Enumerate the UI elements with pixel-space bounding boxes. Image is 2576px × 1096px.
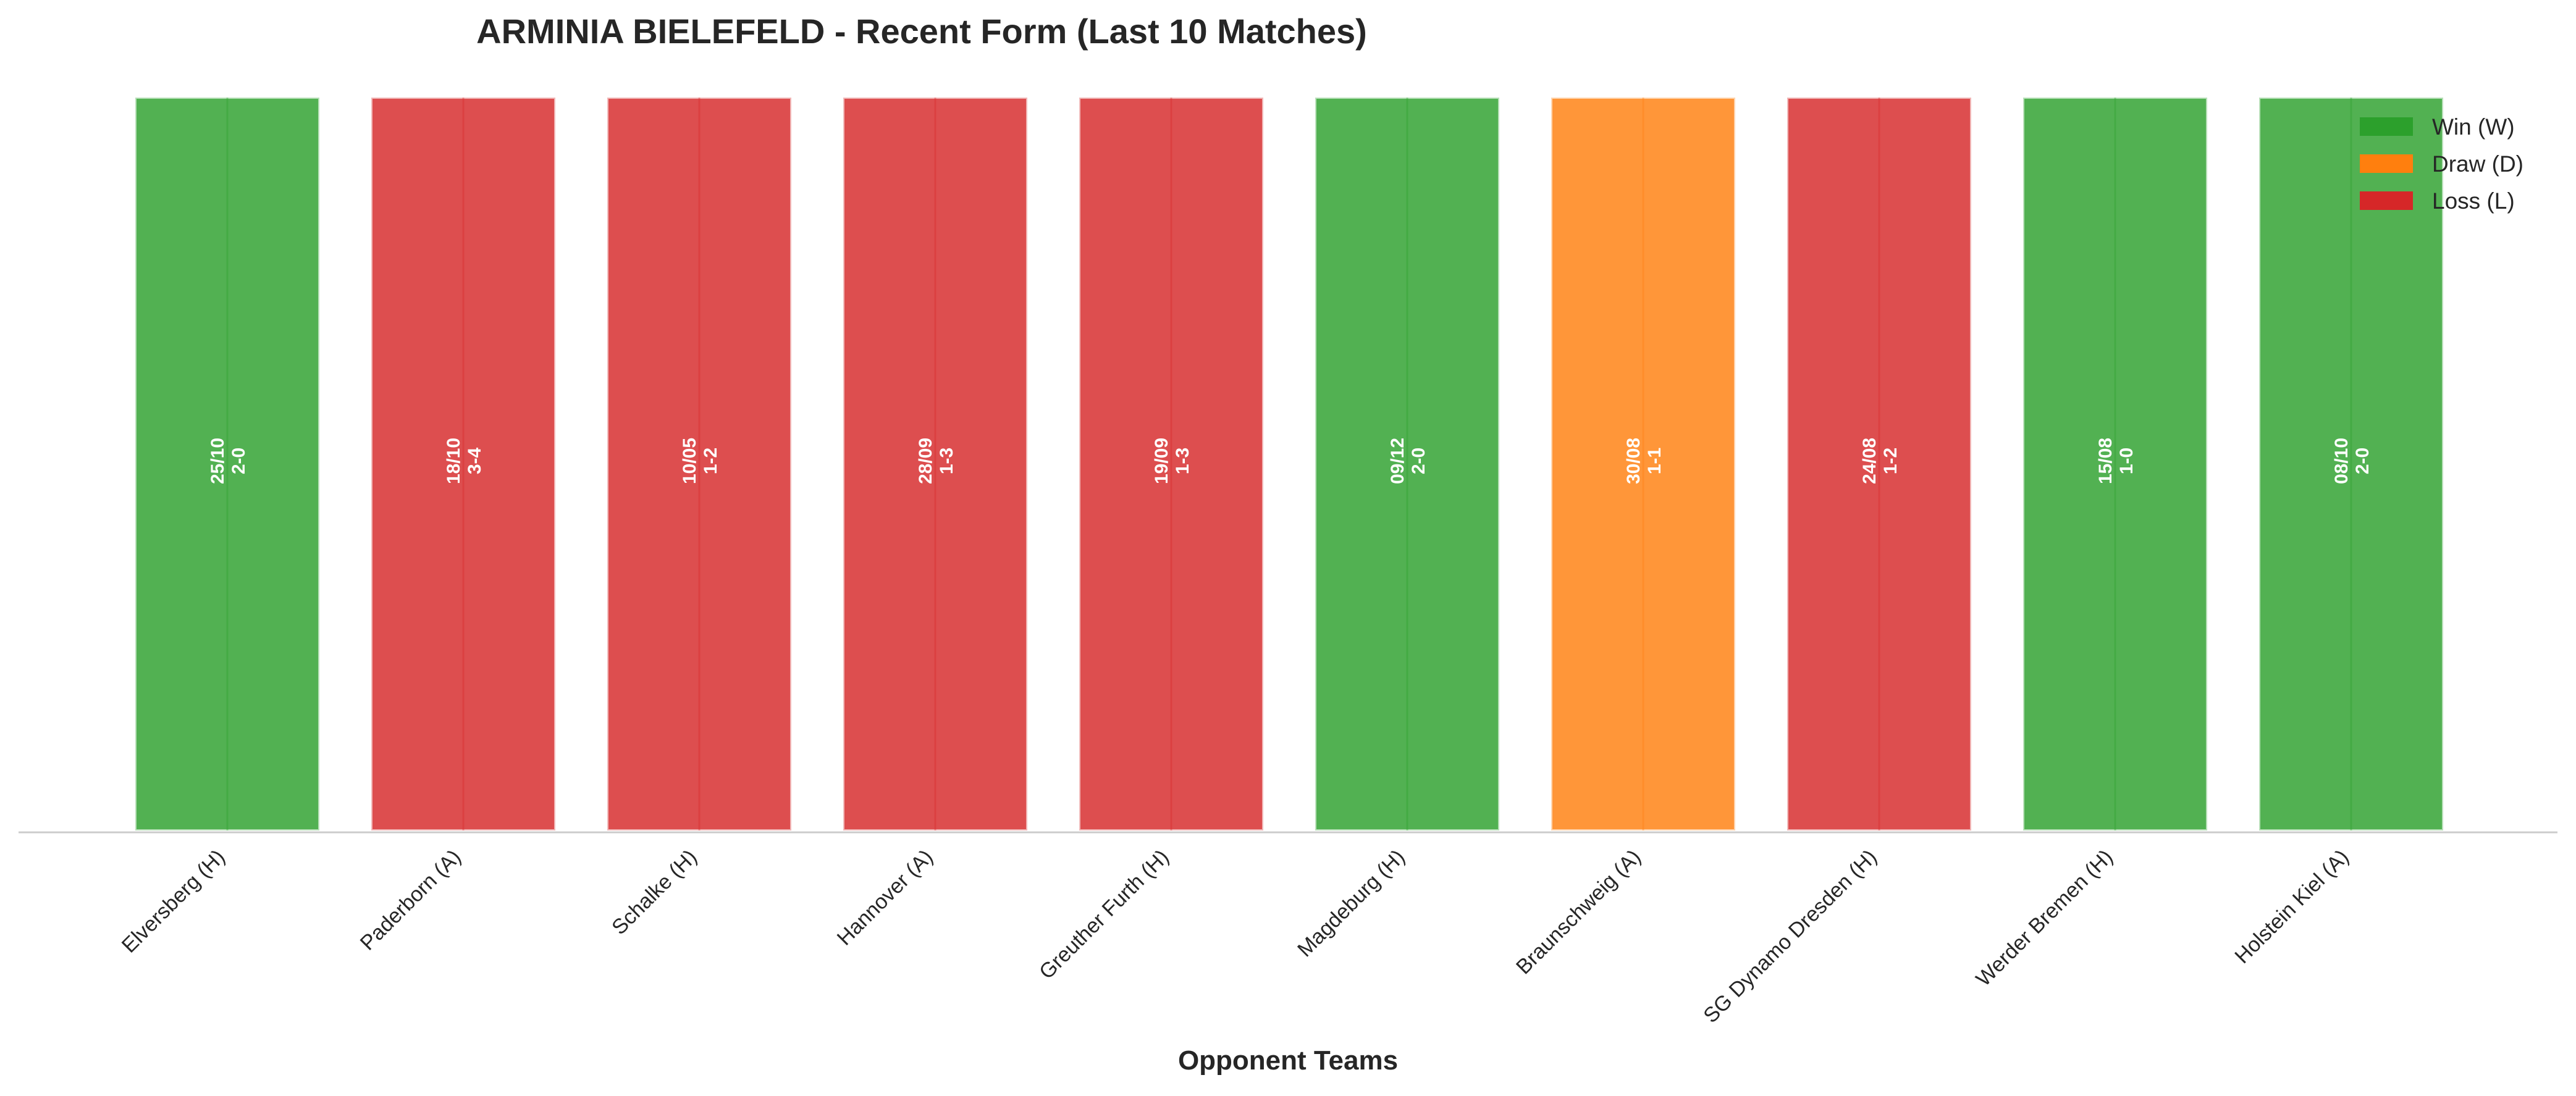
x-tick-label-9: Werder Bremen (H) xyxy=(1971,845,2117,991)
bar-score: 1-3 xyxy=(937,448,957,474)
legend: Win (W) Draw (D) Loss (L) xyxy=(2360,114,2523,214)
legend-swatch-l xyxy=(2360,191,2413,210)
bar-date: 15/08 xyxy=(2095,438,2116,484)
legend-label-w: Win (W) xyxy=(2432,114,2515,140)
bar-label-1: 25/102-0 xyxy=(208,438,249,484)
legend-swatch-w xyxy=(2360,117,2413,136)
bar-label-4: 28/091-3 xyxy=(915,438,957,484)
bar-score: 2-0 xyxy=(2352,448,2373,474)
legend-label-l: Loss (L) xyxy=(2432,188,2515,214)
bar-score: 2-0 xyxy=(1408,448,1429,474)
bar-date: 25/10 xyxy=(208,438,228,484)
x-tick-label-5: Greuther Furth (H) xyxy=(1035,845,1174,984)
bar-label-8: 24/081-2 xyxy=(1859,438,1901,484)
x-tick-label-7: Braunschweig (A) xyxy=(1512,845,1646,979)
bar-date: 08/10 xyxy=(2331,438,2352,484)
x-tick-label-3: Schalke (H) xyxy=(607,845,701,939)
x-tick-label-6: Magdeburg (H) xyxy=(1293,845,1410,962)
x-tick-label-2: Paderborn (A) xyxy=(356,845,466,955)
bar-label-2: 18/103-4 xyxy=(444,438,485,484)
bar-date: 24/08 xyxy=(1859,438,1880,484)
bar-6 xyxy=(1314,96,1501,832)
bar-label-3: 10/051-2 xyxy=(680,438,721,484)
bar-date: 10/05 xyxy=(680,438,700,484)
bar-score: 2-0 xyxy=(229,448,249,474)
bars-group: 25/102-0 18/103-4 10/051-2 28/091-3 19/091-3… xyxy=(134,96,2444,832)
bar-score: 3-4 xyxy=(465,448,485,475)
bar-label-6: 09/122-0 xyxy=(1387,438,1429,484)
bar-9 xyxy=(2022,96,2208,832)
bar-date: 19/09 xyxy=(1151,438,1172,484)
chart-title: ARMINIA BIELEFELD - Recent Form (Last 10… xyxy=(476,12,1367,51)
bar-4 xyxy=(842,96,1029,832)
bar-score: 1-3 xyxy=(1172,448,1193,474)
legend-swatch-d xyxy=(2360,154,2413,173)
bar-date: 18/10 xyxy=(444,438,464,484)
bar-label-7: 30/081-1 xyxy=(1623,438,1665,484)
x-tick-label-10: Holstein Kiel (A) xyxy=(2230,845,2353,968)
bar-date: 28/09 xyxy=(915,438,936,484)
bar-7 xyxy=(1550,96,1736,832)
x-tick-label-8: SG Dynamo Dresden (H) xyxy=(1699,845,1881,1027)
x-tick-label-4: Hannover (A) xyxy=(833,845,938,950)
x-tick-label-1: Elversberg (H) xyxy=(117,845,230,958)
bar-date: 09/12 xyxy=(1387,438,1408,484)
bar-label-5: 19/091-3 xyxy=(1151,438,1193,484)
bar-label-10: 08/102-0 xyxy=(2331,438,2373,484)
x-tick-labels: Elversberg (H) Paderborn (A) Schalke (H) Ha… xyxy=(117,845,2354,1027)
x-axis-label: Opponent Teams xyxy=(1178,1045,1398,1076)
bar-date: 30/08 xyxy=(1623,438,1644,484)
bar-8 xyxy=(1786,96,1972,832)
bar-score: 1-2 xyxy=(1880,448,1901,474)
bar-5 xyxy=(1078,96,1265,832)
bar-3 xyxy=(606,96,793,832)
bar-10 xyxy=(2258,96,2444,832)
bar-score: 1-1 xyxy=(1644,448,1665,474)
legend-label-d: Draw (D) xyxy=(2432,151,2523,177)
bar-label-9: 15/081-0 xyxy=(2095,438,2137,484)
bar-score: 1-2 xyxy=(701,448,721,474)
bar-score: 1-0 xyxy=(2116,448,2137,474)
bar-2 xyxy=(370,96,557,832)
bar-1 xyxy=(134,96,321,832)
